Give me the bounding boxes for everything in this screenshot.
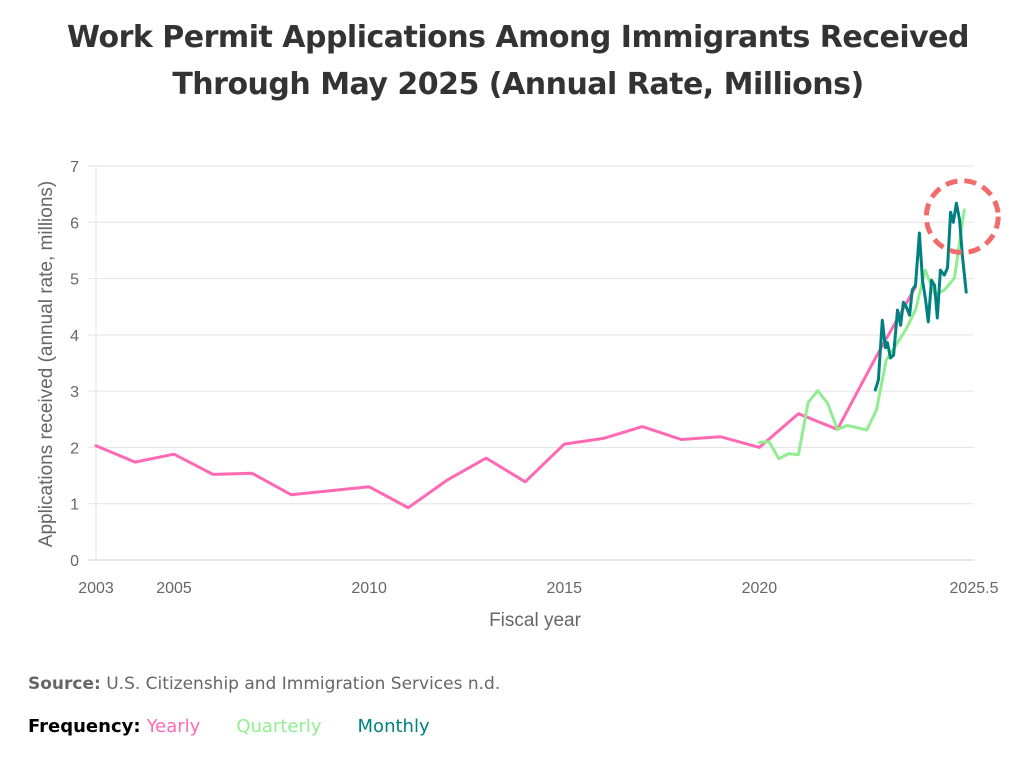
x-tick-label: 2025.5 — [950, 580, 999, 597]
gridlines — [88, 165, 974, 561]
x-axis-label: Fiscal year — [489, 610, 582, 631]
x-tick-label: 2005 — [156, 580, 192, 597]
source-note: Source: U.S. Citizenship and Immigration… — [28, 674, 500, 694]
legend-item-monthly[interactable]: Monthly — [357, 716, 430, 737]
annotations — [923, 178, 1001, 256]
x-tick-label: 2020 — [742, 580, 778, 597]
frequency-legend: Frequency: Yearly Quarterly Monthly — [28, 716, 466, 737]
line-chart: 0 1 2 3 4 5 6 7 2003 2005 2010 2015 2020 2025.5 Appl… — [36, 159, 1001, 631]
y-axis-label: Applications received (annual rate, mill… — [36, 181, 57, 547]
y-tick-label: 4 — [70, 328, 79, 345]
series-line-yearly — [94, 285, 917, 510]
x-tick-label: 2010 — [351, 580, 387, 597]
legend-item-quarterly[interactable]: Quarterly — [236, 716, 322, 737]
highlight-circle — [923, 178, 1001, 256]
x-tick-label: 2015 — [546, 580, 582, 597]
frequency-label: Frequency: — [28, 716, 141, 737]
series-line-monthly — [873, 201, 968, 392]
x-tick-label: 2003 — [78, 580, 114, 597]
chart-title: Work Permit Applications Among Immigrant… — [0, 14, 1036, 108]
y-tick-label: 3 — [70, 384, 79, 401]
chart-title-line-1: Work Permit Applications Among Immigrant… — [66, 20, 970, 55]
y-axis-ticks: 0 1 2 3 4 5 6 7 — [70, 159, 79, 570]
series-lines — [94, 201, 968, 510]
source-label: Source: — [28, 674, 101, 694]
legend-item-yearly[interactable]: Yearly — [146, 716, 201, 737]
y-tick-label: 0 — [70, 553, 79, 570]
y-tick-label: 6 — [70, 215, 79, 232]
y-tick-label: 5 — [70, 272, 79, 289]
x-axis-ticks: 2003 2005 2010 2015 2020 2025.5 — [78, 580, 998, 597]
y-tick-label: 1 — [70, 497, 79, 514]
chart-title-line-2: Through May 2025 (Annual Rate, Millions) — [172, 67, 864, 102]
source-text: U.S. Citizenship and Immigration Service… — [106, 674, 501, 694]
y-tick-label: 7 — [70, 159, 79, 176]
y-tick-label: 2 — [70, 440, 79, 457]
